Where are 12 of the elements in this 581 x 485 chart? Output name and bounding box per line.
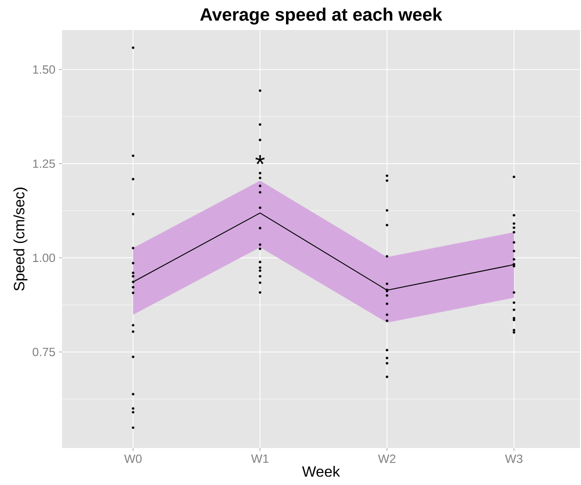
y-tick-label: 1.50 <box>33 65 56 74</box>
y-tick-label: 1.25 <box>33 159 55 168</box>
x-tick-label: W1 <box>251 454 268 463</box>
x-tick-label: W2 <box>378 454 396 463</box>
x-tick-label: W3 <box>505 454 522 463</box>
annotation: * <box>255 155 265 164</box>
x-axis-title: Week <box>302 466 340 477</box>
y-tick-label: 0.75 <box>32 348 55 356</box>
x-tick-label: W0 <box>124 454 142 463</box>
y-axis-title: Speed (cm/sec) <box>13 188 28 291</box>
y-tick-label: 1.00 <box>33 254 56 262</box>
chart-title: Average speed at each week <box>200 8 442 24</box>
